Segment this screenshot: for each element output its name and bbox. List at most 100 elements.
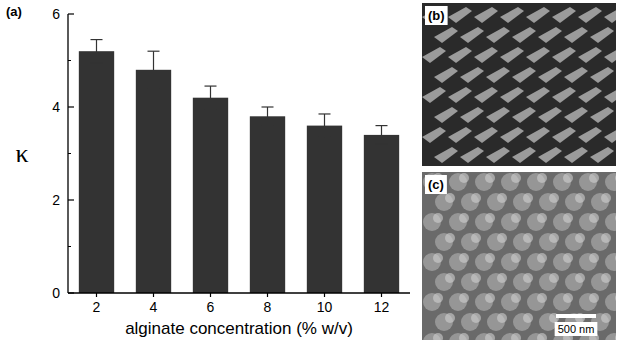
texture-piece: [589, 293, 599, 303]
texture-piece: [497, 233, 507, 243]
x-tick-label: 6: [207, 299, 215, 315]
texture-piece: [615, 213, 616, 223]
texture-piece: [549, 273, 559, 283]
texture-piece: [590, 107, 614, 123]
texture-piece: [615, 173, 616, 183]
micrograph: [422, 3, 616, 166]
x-tick: [381, 293, 382, 297]
texture-piece: [575, 273, 585, 283]
texture-piece: [575, 233, 585, 243]
x-tick-label: 8: [264, 299, 272, 315]
texture-piece: [563, 293, 573, 303]
texture-piece: [563, 213, 573, 223]
image-panel: (c) 500 nm: [422, 172, 619, 343]
texture-piece: [459, 293, 469, 303]
texture-piece: [563, 253, 573, 263]
texture-piece: [486, 67, 510, 83]
bars: [79, 40, 399, 293]
texture-piece: [578, 87, 602, 103]
texture-piece: [605, 253, 616, 271]
texture-piece: [422, 127, 446, 143]
texture-piece: [537, 293, 547, 303]
texture-piece: [511, 253, 521, 263]
texture-piece: [471, 313, 481, 323]
texture-piece: [486, 107, 510, 123]
texture-piece: [497, 193, 507, 203]
y-tick: [68, 106, 74, 107]
texture-piece: [552, 47, 576, 63]
x-tick-label: 10: [317, 299, 333, 315]
texture-piece: [474, 127, 498, 143]
bar: [136, 70, 171, 293]
texture-piece: [485, 213, 495, 223]
bar: [193, 98, 228, 293]
error-cap: [91, 39, 103, 40]
texture-piece: [445, 233, 455, 243]
error-line: [96, 40, 97, 63]
micrograph: [422, 172, 616, 340]
texture-piece: [460, 27, 484, 43]
texture-piece: [445, 273, 455, 283]
texture-piece: [448, 127, 472, 143]
x-tick-label: 12: [374, 299, 390, 315]
texture-piece: [589, 213, 599, 223]
texture-piece: [578, 127, 602, 143]
texture-piece: [601, 273, 611, 283]
texture-piece: [448, 7, 472, 23]
error-bar: [205, 86, 217, 109]
panel-label: (b): [428, 8, 445, 23]
texture-piece: [448, 87, 472, 103]
texture-piece: [604, 47, 616, 63]
error-bar: [376, 126, 388, 145]
texture-piece: [434, 67, 458, 83]
texture-piece: [590, 67, 614, 83]
texture-piece: [459, 333, 469, 340]
texture-piece: [575, 193, 585, 203]
texture-piece: [590, 147, 614, 163]
error-bar: [319, 114, 331, 137]
error-line: [210, 86, 211, 109]
texture-piece: [552, 127, 576, 143]
texture-piece: [564, 27, 588, 43]
texture-piece: [549, 233, 559, 243]
texture-piece: [459, 213, 469, 223]
panel-label: (c): [428, 177, 444, 192]
x-tick: [96, 293, 97, 297]
texture-piece: [445, 313, 455, 323]
texture-piece: [512, 67, 536, 83]
error-cap: [376, 144, 388, 145]
texture-piece: [601, 233, 611, 243]
bar: [79, 51, 114, 293]
label-patch: [425, 175, 447, 194]
texture-piece: [486, 147, 510, 163]
label-patch: [555, 322, 598, 336]
texture-piece: [552, 87, 576, 103]
texture-piece: [511, 293, 521, 303]
texture-piece: [422, 47, 446, 63]
y-tick: [68, 292, 74, 293]
scale-bar-label: 500 nm: [558, 323, 595, 335]
texture-piece: [601, 193, 611, 203]
texture-piece: [537, 333, 547, 340]
x-tick: [153, 293, 154, 297]
error-line: [324, 114, 325, 137]
texture-piece: [500, 7, 524, 23]
texture-piece: [474, 47, 498, 63]
texture-piece: [512, 147, 536, 163]
texture-piece: [538, 147, 562, 163]
texture-piece: [500, 87, 524, 103]
texture-piece: [485, 333, 495, 340]
error-bar: [262, 107, 274, 126]
texture-piece: [445, 193, 455, 203]
error-line: [153, 51, 154, 88]
texture-piece: [474, 87, 498, 103]
texture-piece: [500, 127, 524, 143]
texture-piece: [615, 333, 616, 340]
error-bar: [91, 40, 103, 63]
texture-piece: [512, 107, 536, 123]
error-cap: [148, 51, 160, 52]
texture-piece: [615, 253, 616, 263]
texture-piece: [434, 147, 458, 163]
texture: [423, 173, 616, 340]
texture-piece: [471, 233, 481, 243]
